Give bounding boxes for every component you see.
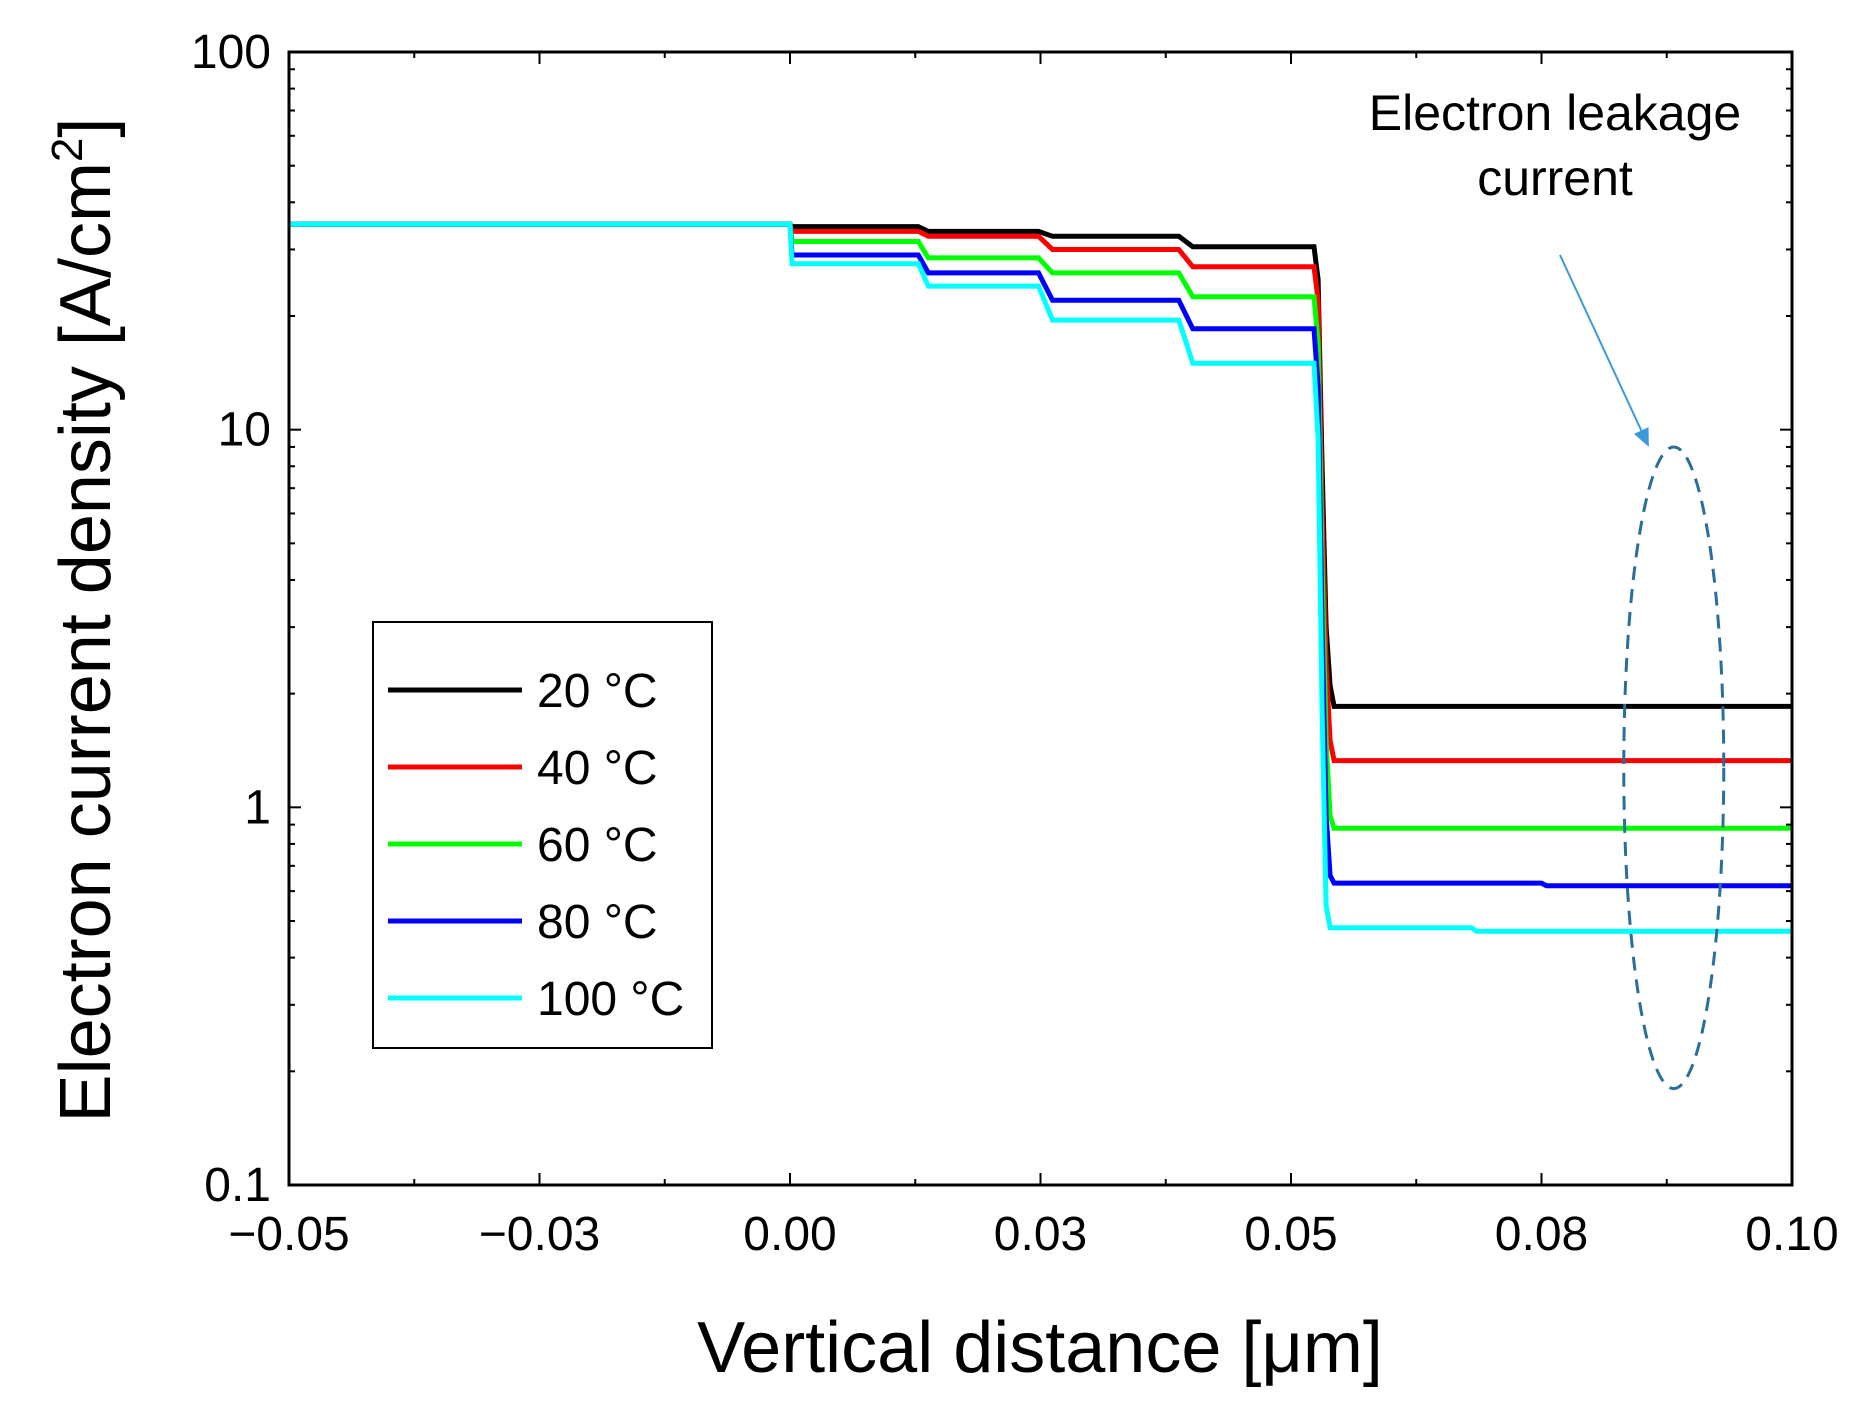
series-line-4 <box>289 221 1792 889</box>
series-line-2 <box>289 221 1792 764</box>
x-tick-label: 0.00 <box>743 1208 836 1261</box>
x-tick-label: 0.05 <box>1244 1208 1337 1261</box>
x-tick-label: 0.08 <box>1495 1208 1588 1261</box>
y-tick-label: 0.1 <box>204 1159 271 1212</box>
legend-entries: 20 °C 40 °C 60 °C 80 °C 100 °C <box>388 665 684 1026</box>
x-tick-label: −0.05 <box>228 1208 349 1261</box>
legend-label-3: 60 °C <box>537 819 658 872</box>
legend: 20 °C 40 °C 60 °C 80 °C 100 °C <box>372 621 713 1049</box>
y-tick-label: 1 <box>244 781 271 834</box>
ticks-layer <box>288 51 1793 1186</box>
annotation-leakage: Electron leakage current <box>1369 85 1741 1091</box>
legend-label-4: 80 °C <box>537 896 658 949</box>
legend-label-5: 100 °C <box>537 973 684 1026</box>
y-axis-title-superscript: 2 <box>43 138 92 162</box>
x-tick-label: −0.03 <box>479 1208 600 1261</box>
y-axis-title-close: ] <box>46 118 126 138</box>
series-line-5 <box>289 221 1792 934</box>
y-axis-title: Electron current density [A/cm2] <box>43 118 126 1123</box>
tick-labels-layer: −0.05 −0.03 0.00 0.03 0.05 0.08 0.10 0.1 1 10 100 <box>191 26 1839 1261</box>
x-tick-label: 0.10 <box>1745 1208 1838 1261</box>
y-axis-title-main: Electron current density [A/cm <box>46 162 126 1122</box>
legend-label-1: 20 °C <box>537 665 658 718</box>
series-line-3 <box>289 221 1792 831</box>
legend-box <box>372 621 713 1049</box>
legend-label-2: 40 °C <box>537 742 658 795</box>
x-tick-label: 0.03 <box>994 1208 1087 1261</box>
annotation-ellipse <box>1622 445 1726 1091</box>
y-tick-label: 100 <box>191 26 271 79</box>
annotation-arrow <box>1559 254 1649 447</box>
x-axis-title: Vertical distance [μm] <box>697 1308 1383 1388</box>
annotation-text-line1: Electron leakage <box>1369 85 1741 141</box>
annotation-text-line2: current <box>1477 150 1633 206</box>
series-layer <box>289 221 1792 934</box>
y-tick-label: 10 <box>218 404 271 457</box>
